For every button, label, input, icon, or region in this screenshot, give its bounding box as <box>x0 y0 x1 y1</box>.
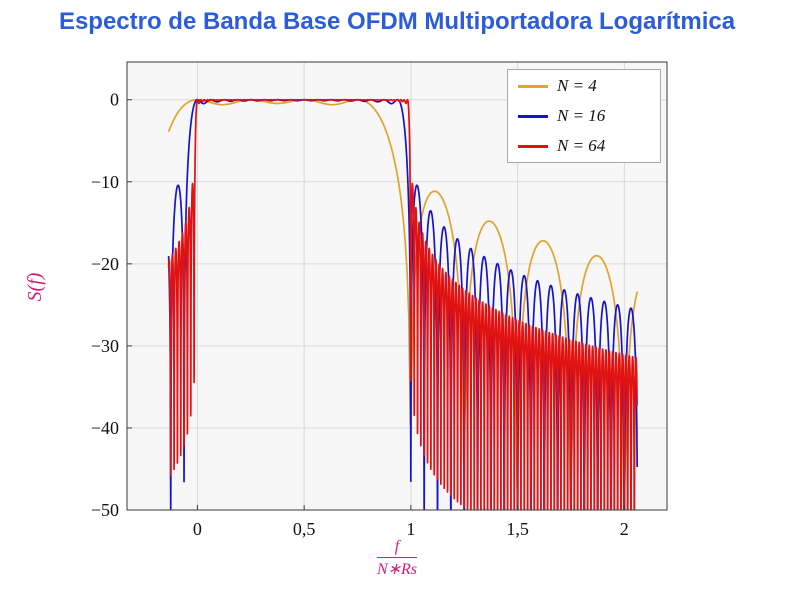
y-tick-label: −10 <box>91 172 119 192</box>
legend-label: N = 64 <box>557 136 606 155</box>
x-axis-label-denominator: N∗Rs <box>376 561 418 578</box>
x-tick-label: 1 <box>406 519 415 539</box>
legend-swatch <box>518 144 548 148</box>
page-title: Espectro de Banda Base OFDM Multiportado… <box>58 8 736 35</box>
x-tick-label: 0,5 <box>293 519 316 539</box>
y-tick-label: 0 <box>110 90 119 110</box>
legend-row: N = 16 <box>508 101 660 131</box>
y-tick-label: −50 <box>91 500 119 520</box>
y-tick-label: −20 <box>91 254 119 274</box>
x-axis-label: f N∗Rs <box>347 538 447 579</box>
legend-swatch <box>518 114 548 118</box>
x-axis-label-fraction: f N∗Rs <box>376 538 418 579</box>
x-tick-label: 2 <box>620 519 629 539</box>
legend-row: N = 4 <box>508 71 660 101</box>
y-tick-label: −30 <box>91 336 119 356</box>
series-curve-64 <box>167 98 638 510</box>
legend-label: N = 16 <box>557 106 606 125</box>
legend: N = 4 N = 16 N = 64 <box>507 69 661 163</box>
x-tick-label: 1,5 <box>506 519 529 539</box>
y-tick-label: −40 <box>91 418 119 438</box>
legend-row: N = 64 <box>508 131 660 161</box>
x-axis-label-numerator: f <box>376 538 418 558</box>
x-tick-label: 0 <box>193 519 202 539</box>
legend-label: N = 4 <box>557 76 597 95</box>
axes-frame <box>126 61 668 511</box>
y-axis-label: S(f) <box>24 272 46 302</box>
legend-swatch <box>518 84 548 88</box>
